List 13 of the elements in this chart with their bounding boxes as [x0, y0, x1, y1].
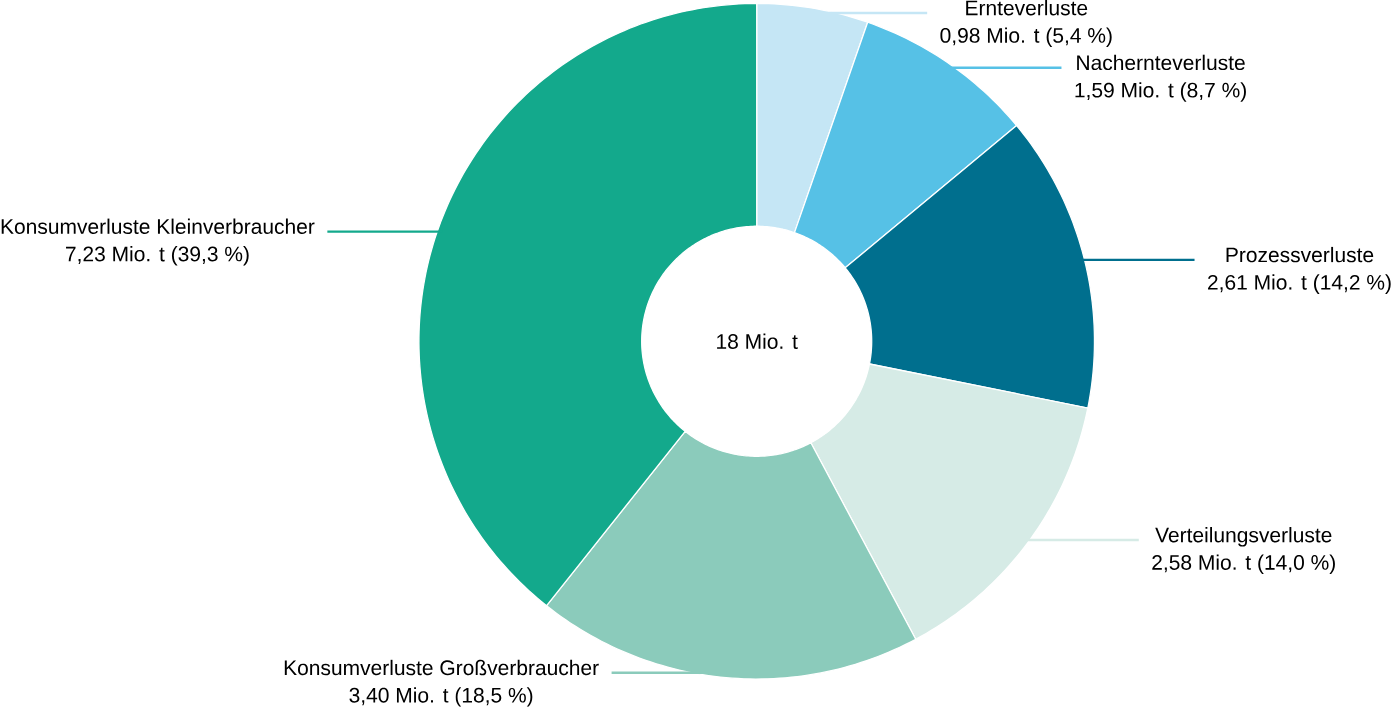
data-label: 3,40 Mio. t (18,5 %): [349, 687, 533, 707]
data-label: 2,61 Mio. t (14,2 %): [1208, 274, 1391, 295]
slice-label: Prozessverluste: [1226, 247, 1374, 263]
data-label: 2,58 Mio. t (14,0 %): [1152, 554, 1335, 575]
data-label: 1,59 Mio. t (8,7 %): [1075, 82, 1246, 102]
slice-label: Nachernteverluste: [1077, 54, 1245, 71]
slice-label: Verteilungsverluste: [1155, 527, 1332, 547]
slice-label: Konsumverluste Großverbraucher: [284, 659, 599, 676]
slice-label: Konsumverluste Kleinverbraucher: [1, 218, 315, 235]
data-label: 0,98 Mio. t (5,4 %): [940, 27, 1112, 48]
slice-label: Ernteverluste: [966, 0, 1088, 16]
text: 18 Mio. t: [717, 333, 798, 350]
data-label: 7,23 Mio. t (39,3 %): [66, 246, 249, 266]
